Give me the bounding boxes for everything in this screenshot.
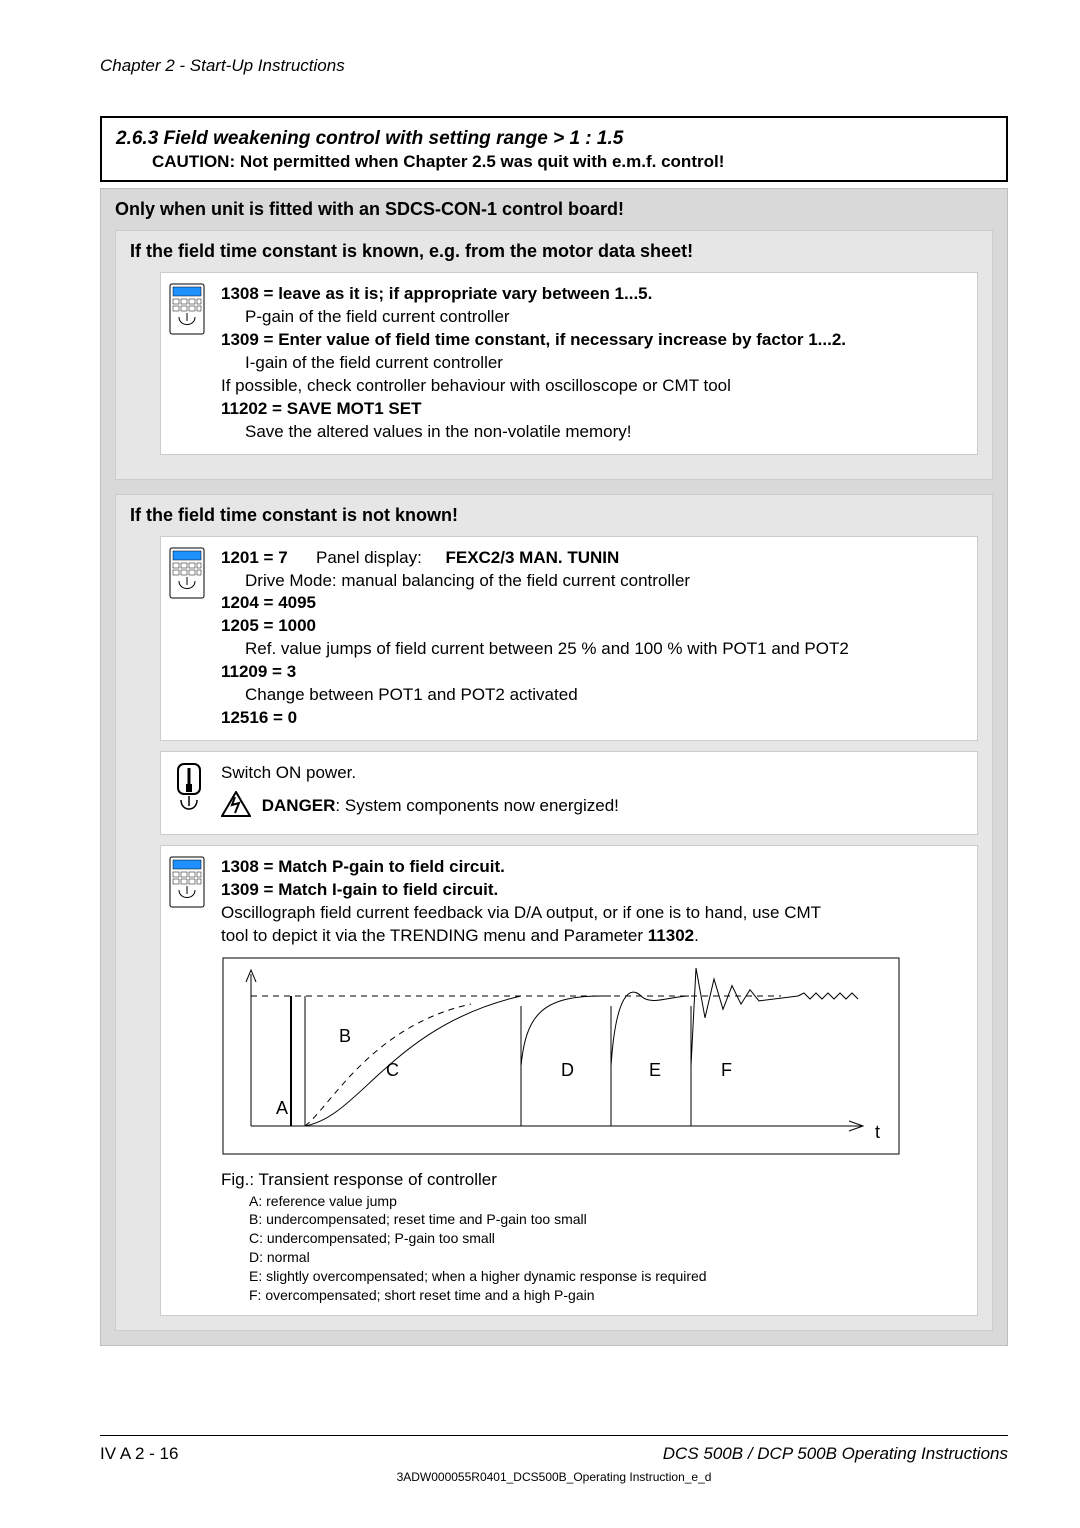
p1201-line: 1201 = 7 Panel display: FEXC2/3 MAN. TUN… [221, 547, 963, 570]
svg-text:C: C [386, 1060, 399, 1080]
danger-line: DANGER: System components now energized! [221, 791, 963, 824]
panel-icon [169, 547, 209, 606]
oscillograph-text-2: tool to depict it via the TRENDING menu … [221, 925, 963, 948]
transient-chart: A B C D E Ft [221, 956, 901, 1156]
check-line: If possible, check controller behaviour … [221, 375, 963, 398]
unknown-step-power: Switch ON power. DANGER: System componen… [160, 751, 978, 835]
legend-d: D: normal [249, 1248, 963, 1267]
p12516-line: 12516 = 0 [221, 707, 963, 730]
svg-text:t: t [875, 1122, 880, 1142]
p1205-line: 1205 = 1000 [221, 615, 963, 638]
danger-label: DANGER [262, 796, 336, 815]
known-step: 1308 = leave as it is; if appropriate va… [160, 272, 978, 455]
transient-figure: A B C D E Ft [221, 956, 963, 1163]
footer-rule [100, 1435, 1008, 1436]
svg-text:A: A [276, 1098, 288, 1118]
p11209-line: 11209 = 3 [221, 661, 963, 684]
footer-right: DCS 500B / DCP 500B Operating Instructio… [663, 1444, 1008, 1464]
panel-display-label: Panel display: [316, 548, 422, 567]
switch-on-text: Switch ON power. [221, 762, 963, 785]
section-caution: CAUTION: Not permitted when Chapter 2.5 … [152, 152, 992, 172]
p1201-value: 1201 = 7 [221, 548, 288, 567]
svg-text:F: F [721, 1060, 732, 1080]
section-number-title: 2.6.3 Field weakening control with setti… [116, 128, 623, 149]
param-11302: 11302 [648, 926, 694, 945]
unknown-title: If the field time constant is not known! [130, 505, 978, 526]
footer-center: 3ADW000055R0401_DCS500B_Operating Instru… [100, 1470, 1008, 1484]
danger-text: : System components now energized! [335, 796, 618, 815]
unknown-step-match: 1308 = Match P-gain to field circuit. 13… [160, 845, 978, 1316]
p1204-line: 1204 = 4095 [221, 592, 963, 615]
legend-a: A: reference value jump [249, 1192, 963, 1211]
p1309-match: 1309 = Match I-gain to field circuit. [221, 879, 963, 902]
period: . [694, 926, 699, 945]
figure-legend: A: reference value jump B: undercompensa… [249, 1192, 963, 1305]
legend-c: C: undercompensated; P-gain too small [249, 1229, 963, 1248]
oscillograph-text-2a: tool to depict it via the TRENDING menu … [221, 926, 648, 945]
p1309-line: 1309 = Enter value of field time constan… [221, 330, 846, 349]
panel-icon [169, 856, 209, 915]
p11202-desc: Save the altered values in the non-volat… [245, 421, 963, 444]
chapter-header: Chapter 2 - Start-Up Instructions [100, 56, 1008, 76]
p1308-desc: P-gain of the field current controller [245, 306, 963, 329]
svg-text:B: B [339, 1026, 351, 1046]
p1308-match: 1308 = Match P-gain to field circuit. [221, 856, 963, 879]
power-on-icon [169, 762, 209, 825]
condition-board-title: Only when unit is fitted with an SDCS-CO… [115, 199, 993, 220]
p1309-desc: I-gain of the field current controller [245, 352, 963, 375]
panel-display-value: FEXC2/3 MAN. TUNIN [445, 548, 619, 567]
page-footer: IV A 2 - 16 DCS 500B / DCP 500B Operatin… [100, 1435, 1008, 1484]
known-block: If the field time constant is known, e.g… [115, 230, 993, 480]
oscillograph-text-1: Oscillograph field current feedback via … [221, 902, 963, 925]
condition-board: Only when unit is fitted with an SDCS-CO… [100, 188, 1008, 1346]
section-box: 2.6.3 Field weakening control with setti… [100, 116, 1008, 182]
p11202-line: 11202 = SAVE MOT1 SET [221, 399, 421, 418]
known-title: If the field time constant is known, e.g… [130, 241, 978, 262]
figure-caption: Fig.: Transient response of controller [221, 1169, 963, 1192]
p1308-line: 1308 = leave as it is; if appropriate va… [221, 284, 652, 303]
danger-icon [221, 791, 251, 824]
svg-text:E: E [649, 1060, 661, 1080]
p1205-desc: Ref. value jumps of field current betwee… [245, 638, 963, 661]
svg-text:D: D [561, 1060, 574, 1080]
section-title: 2.6.3 Field weakening control with setti… [116, 128, 992, 150]
panel-icon [169, 283, 209, 342]
footer-left: IV A 2 - 16 [100, 1444, 178, 1464]
legend-f: F: overcompensated; short reset time and… [249, 1286, 963, 1305]
p11209-desc: Change between POT1 and POT2 activated [245, 684, 963, 707]
unknown-block: If the field time constant is not known!… [115, 494, 993, 1331]
p1201-desc: Drive Mode: manual balancing of the fiel… [245, 570, 963, 593]
unknown-step-params: 1201 = 7 Panel display: FEXC2/3 MAN. TUN… [160, 536, 978, 742]
legend-b: B: undercompensated; reset time and P-ga… [249, 1210, 963, 1229]
legend-e: E: slightly overcompensated; when a high… [249, 1267, 963, 1286]
